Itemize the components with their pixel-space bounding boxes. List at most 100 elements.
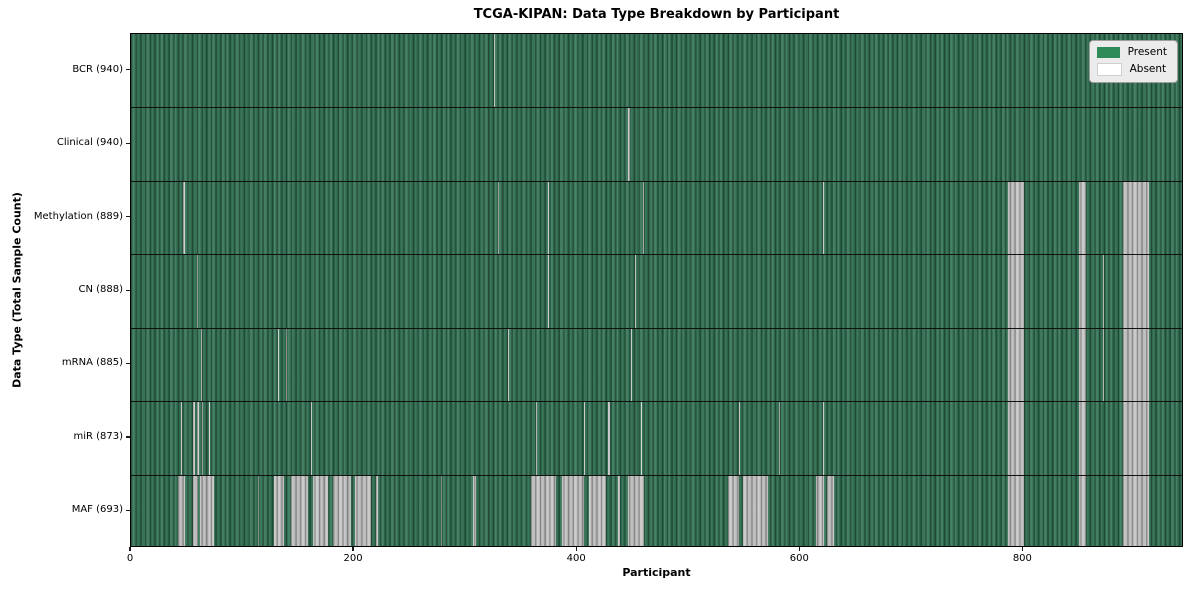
y-tick-mark xyxy=(125,69,130,71)
row-separator xyxy=(131,474,1182,476)
legend-item: Present xyxy=(1096,47,1167,58)
absent-band xyxy=(473,474,476,546)
absent-band xyxy=(209,401,211,475)
absent-band xyxy=(630,327,632,402)
absent-band xyxy=(635,254,637,328)
absent-band xyxy=(1102,254,1104,328)
absent-band xyxy=(286,327,288,402)
legend-label: Absent xyxy=(1129,63,1167,75)
absent-band xyxy=(822,180,824,255)
plot-area: Present Absent xyxy=(130,33,1183,547)
absent-band xyxy=(196,401,200,475)
absent-band xyxy=(183,180,185,255)
absent-band xyxy=(535,401,538,475)
x-tick-label: 400 xyxy=(566,553,586,564)
absent-band xyxy=(376,474,378,546)
absent-band xyxy=(290,474,309,546)
absent-band xyxy=(822,401,824,475)
absent-band xyxy=(1079,327,1086,402)
absent-band xyxy=(355,474,371,546)
absent-band xyxy=(583,401,585,475)
absent-band xyxy=(548,180,550,255)
x-tick-mark xyxy=(575,547,577,551)
absent-band xyxy=(548,254,550,328)
y-tick-label: BCR (940) xyxy=(72,63,123,75)
absent-band xyxy=(1079,254,1086,328)
absent-band xyxy=(181,401,183,475)
absent-band xyxy=(177,474,185,546)
chart-title: TCGA-KIPAN: Data Type Breakdown by Parti… xyxy=(473,7,840,22)
x-tick-label: 600 xyxy=(789,553,809,564)
absent-band xyxy=(1007,327,1025,402)
absent-band xyxy=(258,474,260,546)
absent-band xyxy=(193,401,195,475)
absent-band xyxy=(743,474,768,546)
absent-band xyxy=(441,474,443,546)
absent-band xyxy=(332,474,351,546)
absent-band xyxy=(589,474,607,546)
y-tick-label: miR (873) xyxy=(73,430,123,442)
legend-swatch xyxy=(1096,63,1122,76)
x-axis-label: Participant xyxy=(622,566,691,579)
absent-band xyxy=(1122,327,1150,402)
absent-band xyxy=(1007,180,1025,255)
y-tick-label: Clinical (940) xyxy=(56,137,123,149)
absent-band xyxy=(779,401,781,475)
y-tick-label: CN (888) xyxy=(78,284,123,295)
absent-band xyxy=(608,401,610,475)
x-tick-label: 200 xyxy=(343,553,363,564)
y-tick-label: mRNA (885) xyxy=(61,357,123,369)
absent-band xyxy=(196,254,198,328)
x-tick-label: 800 xyxy=(1012,553,1032,564)
absent-band xyxy=(561,474,584,546)
absent-band xyxy=(1007,474,1025,546)
y-tick-mark xyxy=(125,436,130,438)
absent-band xyxy=(310,401,312,475)
absent-band xyxy=(1122,180,1150,255)
row-separator xyxy=(131,254,1182,256)
absent-band xyxy=(1122,474,1150,546)
absent-band xyxy=(193,474,198,546)
y-tick-label: Methylation (889) xyxy=(33,210,123,222)
legend: Present Absent xyxy=(1088,40,1178,83)
absent-band xyxy=(1007,401,1025,475)
absent-band xyxy=(497,180,500,255)
x-tick-mark xyxy=(798,547,800,551)
absent-band xyxy=(1079,401,1086,475)
y-tick-mark xyxy=(125,509,130,511)
absent-band xyxy=(1122,401,1150,475)
absent-band xyxy=(738,401,741,475)
absent-band xyxy=(827,474,834,546)
absent-band xyxy=(1122,254,1150,328)
absent-band xyxy=(312,474,329,546)
absent-band xyxy=(1079,474,1086,546)
y-tick-mark xyxy=(125,289,130,291)
row-separator xyxy=(131,180,1182,182)
y-tick-mark xyxy=(125,362,130,365)
absent-band xyxy=(508,327,510,402)
y-tick-mark xyxy=(125,216,130,218)
absent-band xyxy=(1102,327,1104,402)
legend-item: Absent xyxy=(1096,63,1167,76)
x-tick-mark xyxy=(352,547,354,551)
absent-band xyxy=(628,474,645,546)
absent-band xyxy=(1079,180,1086,255)
legend-swatch xyxy=(1096,47,1120,58)
x-tick-mark xyxy=(1021,547,1023,551)
absent-band xyxy=(642,180,645,255)
x-tick-mark xyxy=(129,547,131,551)
y-tick-mark xyxy=(125,142,130,144)
row-separator xyxy=(131,327,1182,329)
row-separator xyxy=(131,401,1182,403)
absent-band xyxy=(201,327,203,402)
absent-band xyxy=(278,327,280,402)
absent-band xyxy=(1007,254,1025,328)
absent-band xyxy=(618,474,620,546)
absent-band xyxy=(273,474,284,546)
row-separator xyxy=(131,107,1182,109)
absent-band xyxy=(815,474,824,546)
absent-band xyxy=(202,401,204,475)
absent-band xyxy=(200,474,214,546)
absent-band xyxy=(727,474,739,546)
